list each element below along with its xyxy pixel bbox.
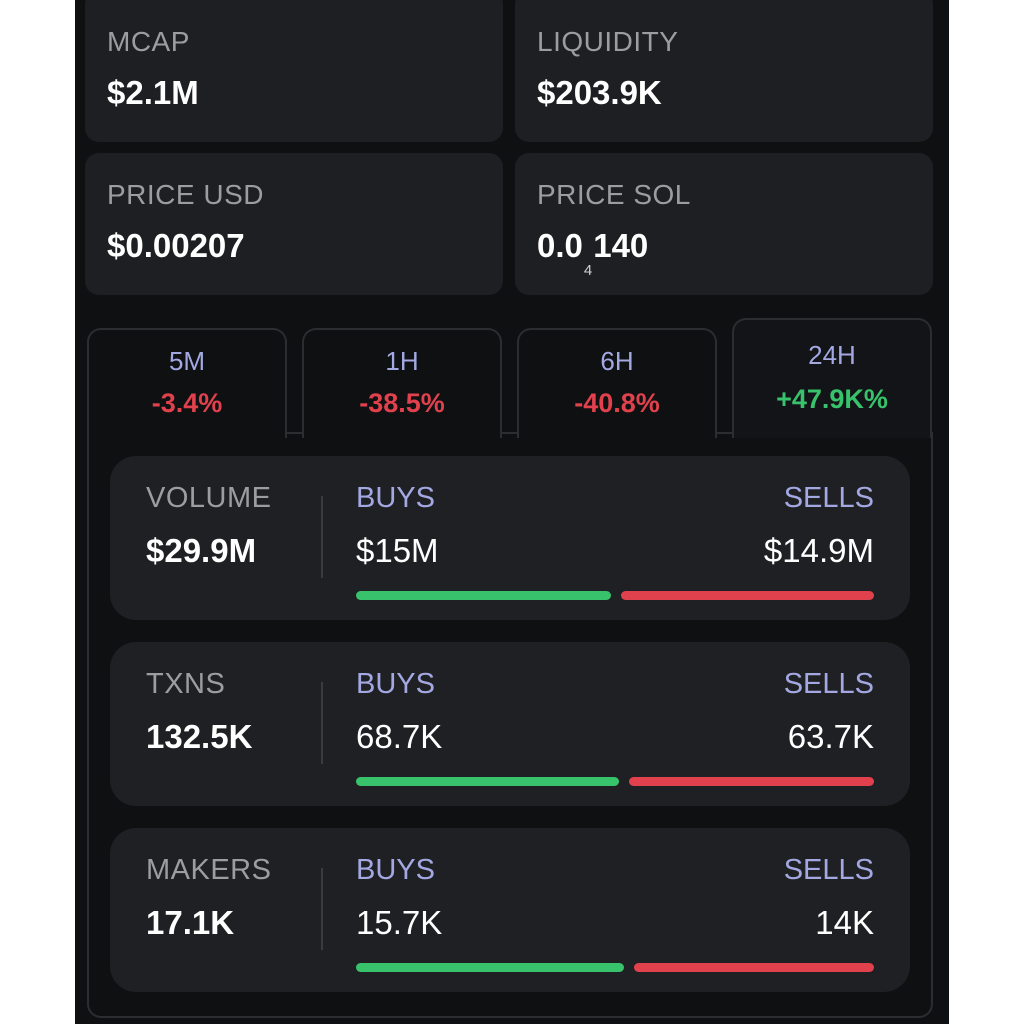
makers-label: MAKERS bbox=[146, 854, 272, 886]
divider bbox=[321, 496, 323, 578]
txns-sells-label: SELLS bbox=[783, 668, 874, 700]
price-sol-zero-count: 4 bbox=[583, 262, 593, 279]
volume-sells-label: SELLS bbox=[783, 482, 874, 514]
volume-value: $29.9M bbox=[146, 532, 257, 569]
makers-sells-value: 14K bbox=[815, 904, 874, 941]
tab-6h-label: 6H bbox=[600, 346, 634, 376]
txns-row: TXNS 132.5K BUYS SELLS 68.7K 63.7K bbox=[110, 642, 910, 806]
price-sol-value-prefix: 0.0 bbox=[537, 227, 583, 264]
tab-5m-label: 5M bbox=[168, 346, 206, 376]
txns-sells-value: 63.7K bbox=[787, 718, 874, 755]
price-sol-card: PRICE SOL 0.04140 bbox=[515, 153, 933, 295]
tab-1h-label: 1H bbox=[385, 346, 419, 376]
price-sol-label: PRICE SOL bbox=[537, 179, 691, 210]
tab-6h-change: -40.8% bbox=[574, 388, 660, 418]
mcap-value: $2.1M bbox=[107, 74, 199, 111]
tab-1h[interactable]: 1H -38.5% bbox=[302, 328, 502, 438]
divider bbox=[321, 868, 323, 950]
txns-sell-bar bbox=[629, 777, 874, 786]
liquidity-card: LIQUIDITY $203.9K bbox=[515, 0, 933, 142]
divider bbox=[321, 682, 323, 764]
txns-buys-label: BUYS bbox=[356, 668, 435, 700]
tab-5m[interactable]: 5M -3.4% bbox=[87, 328, 287, 438]
volume-buy-bar bbox=[356, 591, 611, 600]
txns-label: TXNS bbox=[146, 668, 226, 700]
makers-value: 17.1K bbox=[146, 904, 235, 941]
tab-1h-change: -38.5% bbox=[359, 388, 445, 418]
txns-buy-bar bbox=[356, 777, 619, 786]
volume-ratio-bar bbox=[356, 591, 874, 600]
mcap-label: MCAP bbox=[107, 26, 190, 57]
price-usd-card: PRICE USD $0.00207 bbox=[85, 153, 503, 295]
volume-sell-bar bbox=[621, 591, 874, 600]
tab-5m-change: -3.4% bbox=[151, 388, 223, 418]
volume-row: VOLUME $29.9M BUYS SELLS $15M $14.9M bbox=[110, 456, 910, 620]
tab-6h[interactable]: 6H -40.8% bbox=[517, 328, 717, 438]
makers-buys-label: BUYS bbox=[356, 854, 435, 886]
makers-row: MAKERS 17.1K BUYS SELLS 15.7K 14K bbox=[110, 828, 910, 992]
volume-label: VOLUME bbox=[146, 482, 272, 514]
txns-value: 132.5K bbox=[146, 718, 253, 755]
txns-ratio-bar bbox=[356, 777, 874, 786]
makers-buys-value: 15.7K bbox=[356, 904, 443, 941]
makers-ratio-bar bbox=[356, 963, 874, 972]
volume-sells-value: $14.9M bbox=[763, 532, 874, 569]
price-sol-value: 0.04140 bbox=[537, 227, 649, 279]
makers-buy-bar bbox=[356, 963, 624, 972]
tab-24h-change: +47.9K% bbox=[776, 384, 888, 414]
price-usd-value: $0.00207 bbox=[107, 227, 245, 264]
price-usd-label: PRICE USD bbox=[107, 179, 264, 210]
makers-sell-bar bbox=[634, 963, 874, 972]
tab-24h-label: 24H bbox=[808, 340, 856, 370]
volume-buys-label: BUYS bbox=[356, 482, 435, 514]
txns-buys-value: 68.7K bbox=[356, 718, 443, 755]
makers-sells-label: SELLS bbox=[783, 854, 874, 886]
mcap-card: MCAP $2.1M bbox=[85, 0, 503, 142]
volume-buys-value: $15M bbox=[356, 532, 439, 569]
liquidity-value: $203.9K bbox=[537, 74, 662, 111]
liquidity-label: LIQUIDITY bbox=[537, 26, 679, 57]
price-sol-value-suffix: 140 bbox=[593, 227, 649, 264]
tab-24h[interactable]: 24H +47.9K% bbox=[732, 318, 932, 438]
